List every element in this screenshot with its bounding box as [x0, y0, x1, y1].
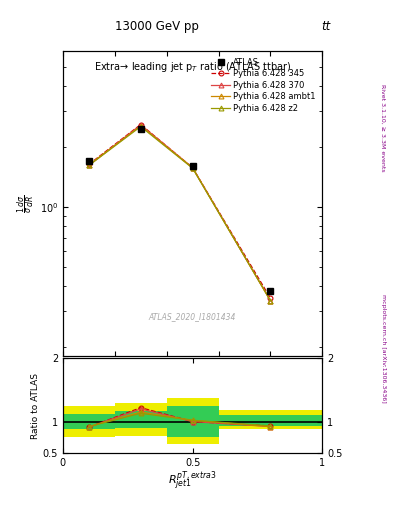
ATLAS	[190, 163, 195, 169]
Pythia 6.428 345	[268, 295, 273, 301]
Pythia 6.428 ambt1	[268, 297, 273, 304]
Text: tt: tt	[321, 20, 331, 33]
X-axis label: $R_{jet1}^{pT,extra3}$: $R_{jet1}^{pT,extra3}$	[168, 470, 217, 493]
Pythia 6.428 z2	[138, 123, 143, 130]
Pythia 6.428 370	[86, 162, 91, 168]
Pythia 6.428 345	[86, 161, 91, 167]
Line: Pythia 6.428 370: Pythia 6.428 370	[86, 122, 273, 303]
Text: ATLAS_2020_I1801434: ATLAS_2020_I1801434	[149, 312, 236, 321]
Line: Pythia 6.428 ambt1: Pythia 6.428 ambt1	[86, 123, 273, 303]
Text: 13000 GeV pp: 13000 GeV pp	[115, 20, 199, 33]
Text: Rivet 3.1.10, ≥ 3.3M events: Rivet 3.1.10, ≥ 3.3M events	[381, 84, 386, 172]
Pythia 6.428 370	[268, 297, 273, 304]
ATLAS	[138, 126, 143, 132]
Pythia 6.428 z2	[190, 165, 195, 172]
Pythia 6.428 ambt1	[138, 123, 143, 129]
Text: mcplots.cern.ch [arXiv:1306.3436]: mcplots.cern.ch [arXiv:1306.3436]	[381, 294, 386, 402]
Y-axis label: $\frac{1}{\sigma}\frac{d\sigma}{dR}$: $\frac{1}{\sigma}\frac{d\sigma}{dR}$	[15, 194, 37, 213]
ATLAS	[268, 288, 273, 294]
Line: Pythia 6.428 z2: Pythia 6.428 z2	[86, 124, 273, 303]
Text: Extra→ leading jet p$_{T}$ ratio (ATLAS ttbar): Extra→ leading jet p$_{T}$ ratio (ATLAS …	[94, 60, 292, 74]
Line: ATLAS: ATLAS	[86, 126, 274, 294]
Line: Pythia 6.428 345: Pythia 6.428 345	[86, 122, 273, 301]
ATLAS	[86, 158, 91, 164]
Pythia 6.428 ambt1	[190, 164, 195, 170]
Pythia 6.428 z2	[268, 297, 273, 304]
Pythia 6.428 345	[138, 121, 143, 127]
Pythia 6.428 z2	[86, 162, 91, 168]
Legend: ATLAS, Pythia 6.428 345, Pythia 6.428 370, Pythia 6.428 ambt1, Pythia 6.428 z2: ATLAS, Pythia 6.428 345, Pythia 6.428 37…	[209, 55, 318, 115]
Pythia 6.428 370	[138, 122, 143, 128]
Pythia 6.428 ambt1	[86, 162, 91, 168]
Pythia 6.428 370	[190, 164, 195, 170]
Y-axis label: Ratio to ATLAS: Ratio to ATLAS	[31, 373, 40, 439]
Pythia 6.428 345	[190, 164, 195, 170]
